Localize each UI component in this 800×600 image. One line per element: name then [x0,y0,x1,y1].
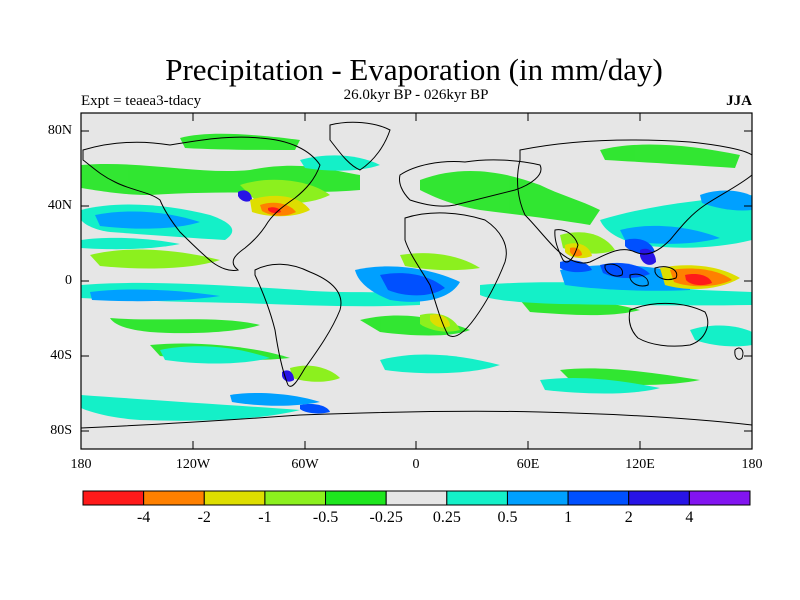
lon-label-0: 0 [412,457,420,472]
lat-label-40n: 40N [47,198,72,213]
colorbar-box-9 [628,490,690,506]
colorbar-label-1: -2 [197,509,211,526]
colorbar-label-3: -0.5 [312,509,339,526]
colorbar-label-5: 0.25 [432,509,461,526]
coastlines [81,121,752,429]
colorbar-box-3 [264,490,327,506]
period-subtitle: 26.0kyr BP - 026kyr BP [343,87,489,103]
lat-label-80s: 80S [50,423,72,438]
colorbar-label-0: -4 [136,509,151,526]
colorbar-box-5 [385,490,448,506]
pe-anomaly-field [81,133,752,421]
colorbar-label-6: 0.5 [497,509,518,526]
colorbar-box-4 [325,490,387,506]
lat-label-40s: 40S [50,348,72,363]
lon-label-60e: 60E [516,457,540,472]
lat-tick-marks [81,130,752,432]
lon-label-180e: 180 [741,457,763,472]
lon-label-120w: 120W [175,457,211,472]
lat-label-0: 0 [65,273,72,288]
colorbar-label-7: 1 [564,509,573,526]
colorbar-box-1 [143,490,205,506]
experiment-label: Expt = teaea3-tdacy [81,93,202,109]
lon-label-120e: 120E [625,457,655,472]
colorbar [82,490,751,506]
map-title: Precipitation - Evaporation (in mm/day) [165,52,663,87]
colorbar-label-4: -0.25 [369,509,403,526]
colorbar-label-2: -1 [258,509,272,526]
colorbar-box-6 [446,490,508,506]
colorbar-box-8 [567,490,630,506]
colorbar-label-8: 2 [624,509,633,526]
colorbar-box-0 [82,490,145,506]
colorbar-label-9: 4 [685,509,694,526]
colorbar-box-10 [688,490,751,506]
lon-label-180w: 180 [70,457,92,472]
lon-tick-marks [192,113,641,449]
lat-label-80n: 80N [47,123,72,138]
lon-label-60w: 60W [291,457,319,472]
season-label: JJA [726,93,752,109]
colorbar-box-2 [203,490,266,506]
colorbar-box-7 [506,490,569,506]
